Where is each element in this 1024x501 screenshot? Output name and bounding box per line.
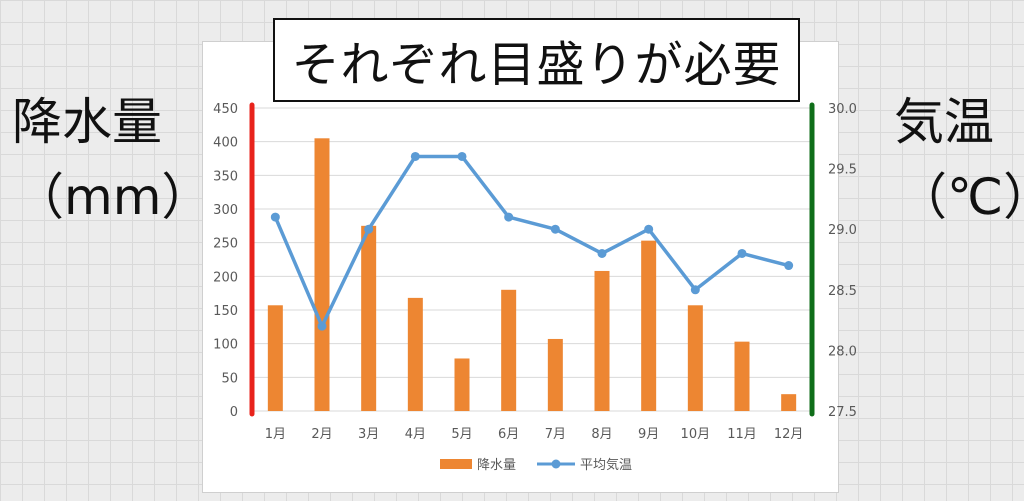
chart-title: それぞれ目盛りが必要 — [291, 37, 782, 93]
chart-panel — [202, 41, 839, 493]
x-tick-label: 10月 — [681, 427, 711, 442]
x-tick-label: 2月 — [311, 427, 332, 442]
left-tick-label: 50 — [221, 371, 238, 386]
temperature-point — [550, 224, 560, 234]
right-tick-label: 27.5 — [828, 405, 857, 420]
x-tick-label: 9月 — [638, 427, 659, 442]
right-tick-label: 30.0 — [828, 102, 857, 117]
x-tick-label: 5月 — [451, 427, 472, 442]
x-tick-label: 7月 — [545, 427, 566, 442]
bar — [501, 289, 517, 411]
bar — [687, 305, 703, 411]
legend-line-label: 平均気温 — [580, 457, 632, 473]
legend-bar-label: 降水量 — [477, 458, 516, 473]
left-tick-label: 450 — [213, 102, 238, 117]
x-tick-label: 1月 — [265, 427, 286, 442]
bar — [734, 341, 750, 411]
x-tick-label: 12月 — [774, 427, 804, 442]
axes: 0 50 100 150 200 250 300 350 400 450 27.5 28.0 28.5 2… — [213, 102, 857, 442]
left-tick-label: 200 — [213, 270, 238, 285]
x-tick-label: 8月 — [591, 427, 612, 442]
chart-title-box: それぞれ目盛りが必要 — [273, 18, 800, 102]
left-axis-label-line1: 降水量 — [12, 93, 162, 151]
gridlines — [252, 107, 812, 412]
temperature-point — [597, 248, 607, 258]
left-tick-label: 300 — [213, 203, 238, 218]
x-tick-label: 6月 — [498, 427, 519, 442]
bar — [407, 297, 423, 411]
left-tick-label: 0 — [230, 405, 238, 420]
temperature-line — [273, 154, 790, 328]
temperature-point — [644, 224, 654, 234]
bar — [547, 338, 563, 411]
right-axis-label-line2: （℃） — [897, 168, 1024, 226]
right-tick-label: 28.5 — [828, 284, 857, 299]
temperature-point — [457, 151, 467, 161]
left-tick-label: 150 — [213, 304, 238, 319]
right-axis-label-line1: 気温 — [894, 93, 994, 151]
right-tick-label: 28.0 — [828, 344, 857, 359]
legend-bar-swatch — [440, 459, 472, 469]
temperature-point — [737, 248, 747, 258]
temperature-point — [784, 261, 794, 271]
temperature-point — [690, 285, 700, 295]
bar — [594, 270, 610, 411]
x-tick-label: 3月 — [358, 427, 379, 442]
left-tick-label: 400 — [213, 136, 238, 151]
left-tick-label: 100 — [213, 338, 238, 353]
x-tick-label: 11月 — [727, 427, 757, 442]
legend-line-marker — [551, 459, 561, 469]
bar — [781, 394, 797, 411]
legend: 降水量 平均気温 — [440, 457, 632, 473]
bar — [361, 225, 377, 411]
left-axis-label-line2: （mm） — [14, 168, 212, 226]
x-tick-label: 4月 — [405, 427, 426, 442]
bar — [641, 240, 657, 411]
temperature-point — [364, 224, 374, 234]
temperature-point — [410, 151, 420, 161]
bar-series — [267, 138, 797, 412]
temperature-point — [504, 212, 514, 222]
bar — [454, 358, 470, 411]
right-tick-label: 29.0 — [828, 223, 857, 238]
bar — [267, 305, 283, 411]
left-tick-label: 350 — [213, 169, 238, 184]
temperature-point — [317, 321, 327, 331]
left-tick-label: 250 — [213, 237, 238, 252]
temperature-point — [270, 212, 280, 222]
line-series — [270, 151, 794, 331]
bar — [314, 138, 330, 412]
right-tick-label: 29.5 — [828, 163, 857, 178]
